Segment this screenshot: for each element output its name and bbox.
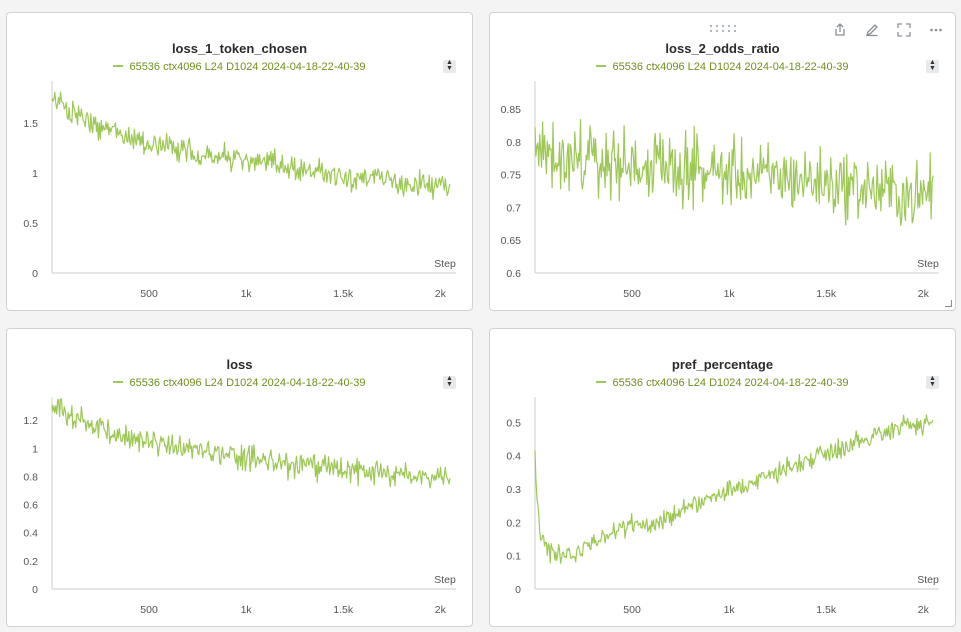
y-tick-label: 1: [32, 443, 38, 455]
y-tick-label: 0.4: [506, 451, 521, 463]
edit-icon[interactable]: [864, 23, 880, 39]
x-tick-label: 2k: [435, 288, 447, 300]
y-tick-label: 1.2: [23, 415, 38, 427]
y-tick-label: 0.5: [506, 417, 521, 429]
y-tick-label: 1.5: [23, 118, 38, 130]
resize-handle-icon[interactable]: [945, 300, 952, 307]
legend-sort-icon[interactable]: ▲ ▼: [926, 59, 939, 73]
y-tick-label: 0.1: [506, 551, 521, 563]
plot-area[interactable]: 0 0.2 0.4 0.6 0.8 1 1.2 500 1k 1.5k 2k Step: [7, 329, 472, 626]
more-icon[interactable]: [928, 23, 944, 39]
y-tick-label: 0.2: [506, 517, 521, 529]
x-tick-label: 2k: [435, 604, 447, 616]
chart-title: loss_1_token_chosen: [171, 41, 308, 56]
fullscreen-icon[interactable]: [896, 23, 912, 39]
plot-area[interactable]: 0.6 0.65 0.7 0.75 0.8 0.85 500 1k 1.5k 2k Step: [490, 13, 955, 310]
x-axis-label: Step: [917, 258, 939, 270]
x-tick-label: 1k: [241, 604, 253, 616]
y-tick-label: 0: [32, 584, 38, 596]
y-tick-label: 0.4: [23, 528, 38, 540]
y-tick-label: 0.65: [501, 235, 522, 247]
plot-area[interactable]: 0 0.5 1 1.5 500 1k 1.5k 2k Step: [7, 13, 472, 310]
x-axis-label: Step: [917, 574, 939, 586]
legend-swatch: [113, 381, 124, 384]
x-tick-label: 1k: [724, 604, 736, 616]
x-tick-label: 1.5k: [333, 604, 354, 616]
legend-swatch: [113, 65, 124, 68]
legend-swatch: [596, 65, 607, 68]
chart-title: pref_percentage: [671, 357, 774, 372]
legend-label: 65536 ctx4096 L24 D1024 2024-04-18-22-40…: [129, 61, 366, 73]
series-line: [534, 414, 934, 564]
y-tick-label: 0.6: [506, 268, 521, 280]
x-tick-label: 1k: [241, 288, 253, 300]
legend-label: 65536 ctx4096 L24 D1024 2024-04-18-22-40…: [612, 377, 849, 389]
y-tick-label: 0.8: [506, 137, 521, 149]
x-tick-label: 1.5k: [816, 288, 837, 300]
chart-panel-loss: loss 65536 ctx4096 L24 D1024 2024-04-18-…: [6, 328, 473, 627]
drag-handle-icon[interactable]: [710, 24, 736, 34]
y-tick-label: 1: [32, 168, 38, 180]
series-line: [534, 119, 934, 227]
x-tick-label: 2k: [918, 604, 930, 616]
legend-entry[interactable]: 65536 ctx4096 L24 D1024 2024-04-18-22-40…: [7, 61, 472, 73]
series-line: [51, 398, 451, 489]
x-tick-label: 1k: [724, 288, 736, 300]
share-icon[interactable]: [832, 23, 848, 39]
chart-panel-loss-1-token-chosen: loss_1_token_chosen 65536 ctx4096 L24 D1…: [6, 12, 473, 311]
x-tick-label: 1.5k: [816, 604, 837, 616]
y-tick-label: 0: [515, 584, 521, 596]
legend-sort-icon[interactable]: ▲ ▼: [443, 59, 456, 73]
legend-entry[interactable]: 65536 ctx4096 L24 D1024 2024-04-18-22-40…: [490, 377, 955, 389]
chart-title: loss_2_odds_ratio: [665, 41, 780, 56]
x-tick-label: 500: [623, 288, 641, 300]
x-tick-label: 500: [140, 288, 158, 300]
legend-label: 65536 ctx4096 L24 D1024 2024-04-18-22-40…: [612, 61, 849, 73]
legend-sort-icon[interactable]: ▲ ▼: [443, 375, 456, 389]
chart-title: loss: [226, 357, 253, 372]
chart-panel-pref-percentage: pref_percentage 65536 ctx4096 L24 D1024 …: [489, 328, 956, 627]
legend-swatch: [596, 381, 607, 384]
x-tick-label: 500: [140, 604, 158, 616]
chart-panel-loss-2-odds-ratio: loss_2_odds_ratio 65536 ctx4096 L24 D102…: [489, 12, 956, 311]
legend-entry[interactable]: 65536 ctx4096 L24 D1024 2024-04-18-22-40…: [490, 61, 955, 73]
legend-entry[interactable]: 65536 ctx4096 L24 D1024 2024-04-18-22-40…: [7, 377, 472, 389]
y-tick-label: 0: [32, 268, 38, 280]
legend-label: 65536 ctx4096 L24 D1024 2024-04-18-22-40…: [129, 377, 366, 389]
y-tick-label: 0.3: [506, 484, 521, 496]
x-tick-label: 2k: [918, 288, 930, 300]
x-tick-label: 1.5k: [333, 288, 354, 300]
y-tick-label: 0.2: [23, 556, 38, 568]
y-tick-label: 0.75: [501, 170, 522, 182]
legend-sort-icon[interactable]: ▲ ▼: [926, 375, 939, 389]
x-axis-label: Step: [434, 258, 456, 270]
y-tick-label: 0.8: [23, 471, 38, 483]
y-tick-label: 0.7: [506, 202, 521, 214]
y-tick-label: 0.85: [501, 104, 522, 116]
x-tick-label: 500: [623, 604, 641, 616]
plot-area[interactable]: 0 0.1 0.2 0.3 0.4 0.5 500 1k 1.5k 2k Step: [490, 329, 955, 626]
series-line: [51, 91, 451, 200]
y-tick-label: 0.5: [23, 218, 38, 230]
x-axis-label: Step: [434, 574, 456, 586]
y-tick-label: 0.6: [23, 500, 38, 512]
